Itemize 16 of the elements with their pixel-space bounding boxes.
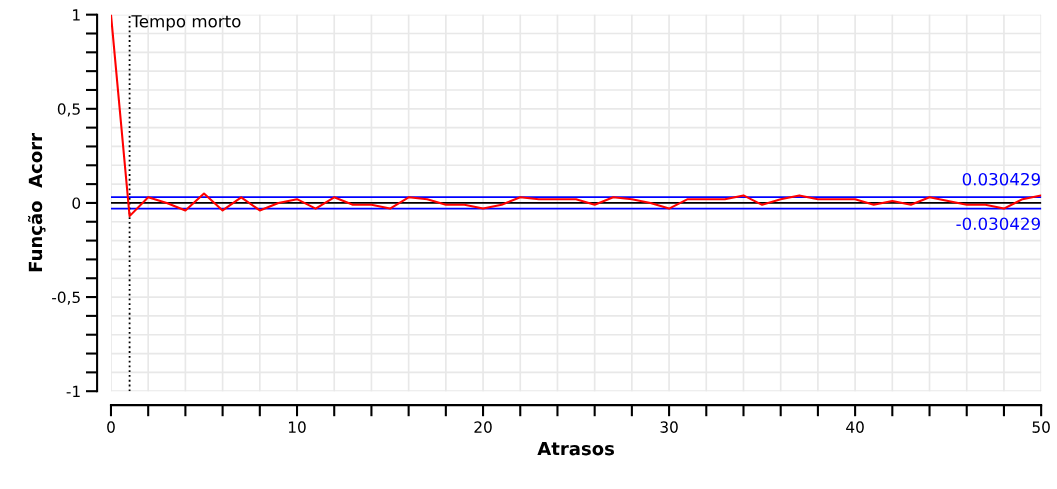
y-tick-label: 0,5 <box>57 103 80 117</box>
ref-line-label: -0.030429 <box>956 217 1040 231</box>
ref-line-label: Tempo morto <box>131 15 241 31</box>
x-axis-title: Atrasos <box>537 441 615 456</box>
x-tick-label: 20 <box>474 421 492 433</box>
x-tick-label: 30 <box>660 421 678 433</box>
x-tick-label: 0 <box>107 421 115 433</box>
x-tick-label: 50 <box>1032 421 1050 433</box>
y-axis-title: Função Acorr <box>27 133 46 272</box>
y-tick-label: -1 <box>66 385 80 397</box>
ref-line-label: 0.030429 <box>962 172 1040 186</box>
y-tick-label: -0,5 <box>52 291 80 305</box>
x-tick-label: 40 <box>846 421 864 433</box>
y-tick-label: 0 <box>72 197 81 209</box>
y-tick-label: 1 <box>73 9 80 21</box>
x-tick-label: 10 <box>288 421 306 433</box>
